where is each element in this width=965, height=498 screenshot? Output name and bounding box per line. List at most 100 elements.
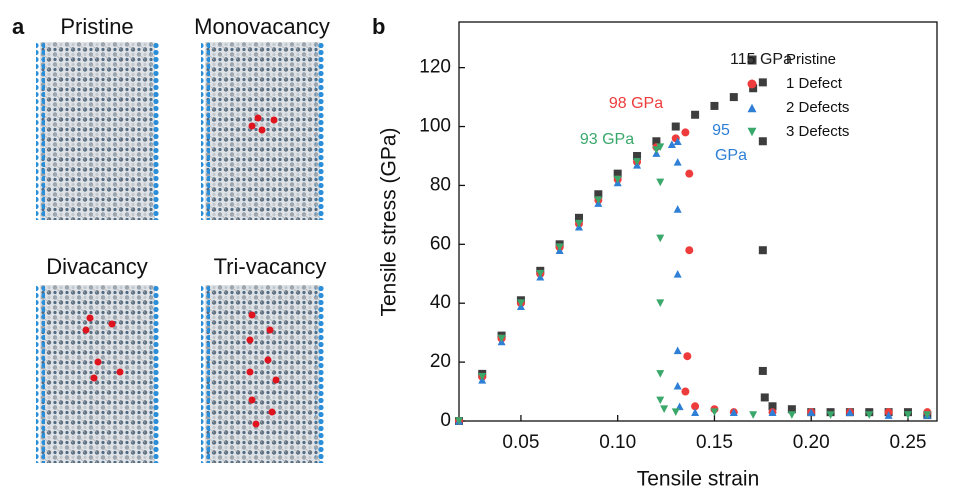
legend-entry: 1 Defect <box>786 75 843 92</box>
structure-label: Monovacancy <box>194 14 330 39</box>
point <box>758 137 767 146</box>
point <box>667 140 676 149</box>
annotation: 95 <box>712 122 730 139</box>
nanotube-image <box>36 285 159 463</box>
plot-frame <box>458 21 938 422</box>
point <box>613 169 622 178</box>
legend-marker <box>747 103 757 113</box>
point <box>633 151 642 160</box>
point <box>594 196 603 204</box>
point <box>685 169 694 178</box>
point <box>673 346 682 355</box>
point <box>710 101 719 110</box>
point <box>516 299 525 308</box>
point <box>652 146 661 154</box>
point <box>685 246 694 255</box>
point <box>758 78 767 87</box>
point <box>536 269 545 278</box>
point <box>652 137 661 146</box>
legend-marker <box>747 127 757 137</box>
point <box>681 128 690 137</box>
point <box>671 122 680 131</box>
point <box>691 110 700 119</box>
point <box>681 387 690 396</box>
point <box>729 93 738 102</box>
legend-marker <box>747 55 757 65</box>
point <box>660 405 669 414</box>
point <box>710 408 719 416</box>
y-tick-label: 20 <box>430 351 451 372</box>
point <box>903 411 912 419</box>
annotation: GPa <box>715 147 747 164</box>
point <box>845 408 854 416</box>
point <box>656 396 665 405</box>
y-tick-label: 100 <box>419 116 451 137</box>
point <box>768 408 777 416</box>
y-tick-label: 60 <box>430 233 451 254</box>
point <box>749 411 758 419</box>
structure-label: Divacancy <box>46 254 147 279</box>
point <box>787 405 796 414</box>
series <box>455 137 932 425</box>
point <box>671 408 680 416</box>
x-tick-label: 0.25 <box>889 432 926 453</box>
point <box>478 373 487 381</box>
point <box>656 178 665 187</box>
point <box>673 269 682 278</box>
point <box>691 408 700 416</box>
panel-label: a <box>12 14 25 39</box>
annotation: 98 GPa <box>609 95 663 112</box>
series <box>455 143 932 425</box>
point <box>923 411 932 419</box>
point <box>673 158 682 166</box>
x-tick-label: 0.10 <box>599 432 636 453</box>
point <box>758 366 767 375</box>
point <box>673 205 682 213</box>
y-axis-label: Tensile stress (GPa) <box>378 127 401 316</box>
point <box>826 411 835 419</box>
point <box>673 381 682 390</box>
point <box>675 402 684 411</box>
nanotube-image <box>36 42 159 220</box>
point <box>656 299 665 308</box>
point <box>574 219 583 228</box>
point <box>729 408 738 416</box>
x-tick-label: 0.15 <box>696 432 733 453</box>
point <box>673 137 682 146</box>
point <box>656 370 665 378</box>
point <box>613 175 622 184</box>
y-tick-label: 0 <box>440 410 451 431</box>
point <box>807 408 816 416</box>
nanotube-image <box>201 42 324 220</box>
y-tick-label: 40 <box>430 292 451 313</box>
point <box>691 402 700 411</box>
point <box>787 411 796 419</box>
point <box>758 246 767 255</box>
point <box>497 334 506 343</box>
point <box>633 158 642 166</box>
nanotube-image <box>201 285 324 463</box>
x-tick-label: 0.20 <box>793 432 830 453</box>
point <box>594 190 603 199</box>
point <box>884 411 893 419</box>
point <box>574 213 583 222</box>
panel-label: b <box>372 14 385 39</box>
point <box>768 402 777 411</box>
point <box>865 411 874 419</box>
series <box>455 78 932 425</box>
series <box>455 128 932 425</box>
point <box>760 393 769 402</box>
legend-entry: Pristine <box>786 51 836 68</box>
y-tick-label: 80 <box>430 174 451 195</box>
point <box>555 243 564 252</box>
legend-marker <box>747 79 757 89</box>
y-tick-label: 120 <box>419 57 451 78</box>
x-axis-label: Tensile strain <box>637 468 760 491</box>
point <box>683 352 692 361</box>
structure-label: Tri-vacancy <box>214 254 327 279</box>
x-tick-label: 0.05 <box>502 432 539 453</box>
point <box>656 143 665 151</box>
point <box>455 417 463 425</box>
annotation: 115 GPa <box>730 51 792 68</box>
